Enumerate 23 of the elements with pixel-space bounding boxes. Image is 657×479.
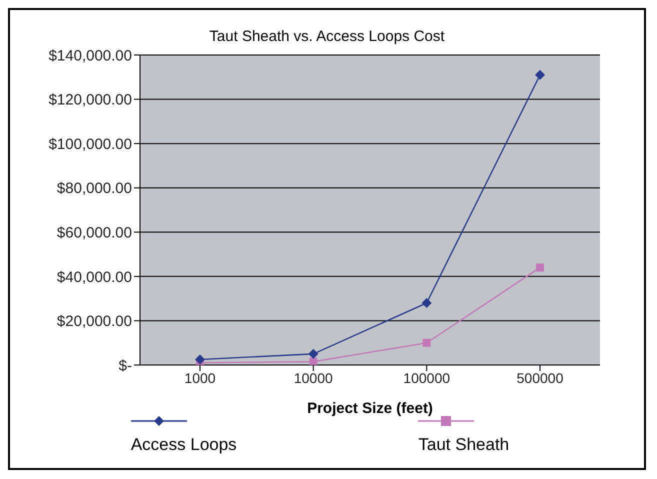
y-tick-label: $40,000.00 [56, 268, 132, 286]
point [536, 264, 544, 272]
chart-title: Taut Sheath vs. Access Loops Cost [208, 28, 446, 45]
x-tick-label: 10000 [294, 370, 334, 386]
point [535, 70, 545, 80]
x-axis-title: Project Size (feet) [307, 400, 433, 417]
legend-label: Taut Sheath [418, 435, 510, 455]
point [195, 354, 205, 364]
point [422, 298, 432, 308]
y-tick-label: $80,000.00 [56, 180, 132, 198]
x-tick-label: 500000 [516, 370, 564, 386]
point [308, 348, 318, 359]
y-tick-label: $20,000.00 [56, 313, 132, 330]
y-tick-label: $120,000.00 [48, 92, 132, 109]
y-tick-label: $60,000.00 [56, 224, 132, 242]
y-tick-label: $140,000.00 [48, 47, 132, 64]
point [309, 358, 318, 365]
point [422, 338, 431, 347]
y-tick-label: $100,000.00 [48, 136, 132, 153]
x-tick-label: 100000 [403, 370, 450, 386]
y-tick-label: $- [118, 357, 132, 374]
legend-label: Access Loops [130, 435, 237, 455]
x-tick-label: 1000 [184, 370, 216, 386]
